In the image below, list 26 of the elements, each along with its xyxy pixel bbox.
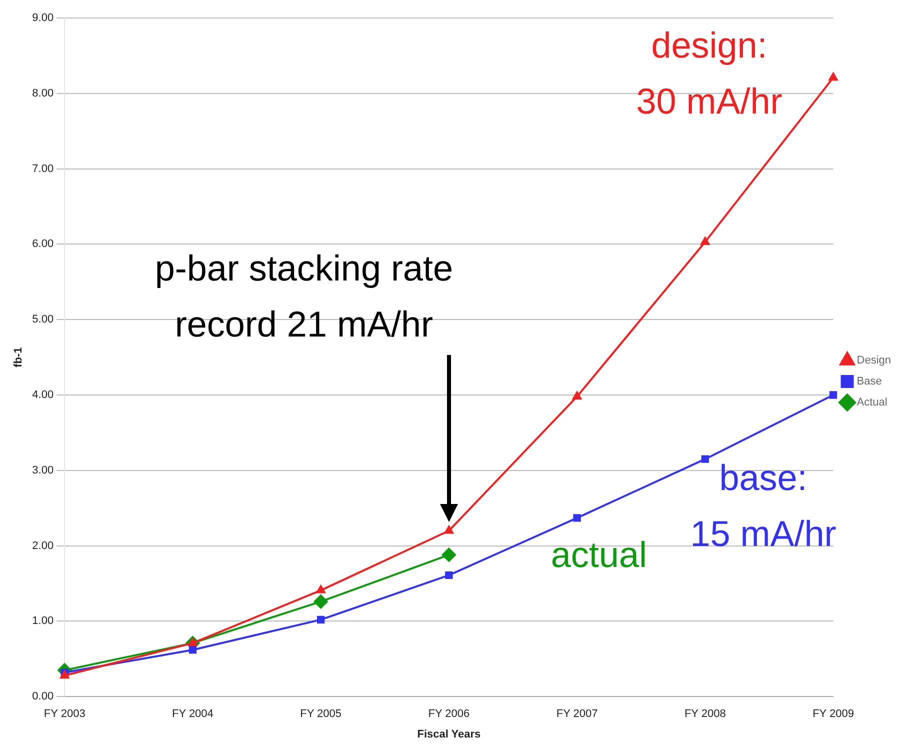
x-tick-label: FY 2006 <box>428 708 470 720</box>
x-tick-label: FY 2004 <box>172 708 214 720</box>
y-tick-label: 8.00 <box>32 87 54 100</box>
y-tick-label: 9.00 <box>32 12 54 24</box>
x-tick-label: FY 2009 <box>812 708 854 720</box>
legend-label: Base <box>856 376 882 388</box>
y-tick-label: 7.00 <box>32 162 54 175</box>
annotation: design: 30 mA/hr <box>636 24 782 122</box>
y-tick-label: 2.00 <box>32 540 54 552</box>
y-tick-label: 5.00 <box>32 314 54 326</box>
x-tick-label: FY 2007 <box>556 708 598 720</box>
y-tick-label: 4.00 <box>32 389 54 402</box>
annotation: actual <box>550 534 647 575</box>
annotation: p-bar stacking rate record 21 mA/hr <box>154 248 454 345</box>
y-tick-label: 6.00 <box>32 238 54 250</box>
legend-label: Actual <box>856 396 888 409</box>
y-tick-label: 1.00 <box>32 615 54 628</box>
annotation: base: 15 mA/hr <box>690 456 836 554</box>
y-axis-title: fb-1 <box>12 347 25 368</box>
x-tick-label: FY 2003 <box>44 708 86 720</box>
y-tick-label: 0.00 <box>32 690 54 703</box>
x-tick-label: FY 2008 <box>684 708 726 720</box>
y-tick-label: 3.00 <box>32 464 54 476</box>
x-tick-label: FY 2005 <box>300 708 342 720</box>
legend-label: Design <box>856 354 892 367</box>
x-axis-title: Fiscal Years <box>417 728 481 740</box>
